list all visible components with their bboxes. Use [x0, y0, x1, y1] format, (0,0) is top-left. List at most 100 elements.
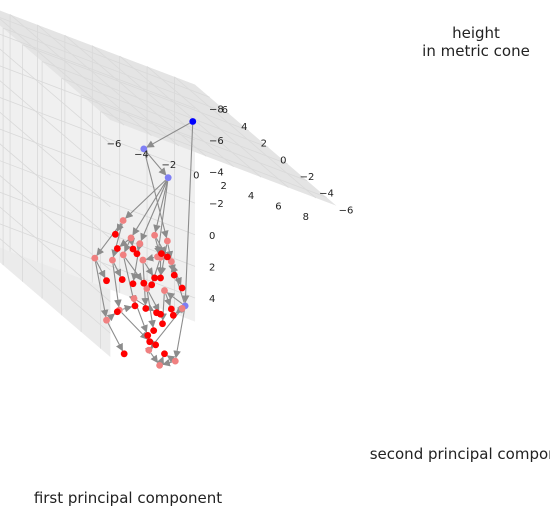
grid-left-z — [0, 111, 111, 208]
grid-floor-x — [37, 24, 180, 147]
edge-arrow — [125, 179, 167, 219]
y-tick-label: −2 — [300, 172, 315, 183]
grid-floor-x — [92, 45, 234, 168]
edge-arrow — [95, 260, 106, 279]
edge-arrow — [147, 291, 160, 312]
edge-arrow — [146, 291, 156, 328]
node-point-mid — [163, 237, 171, 245]
node-point-mid — [156, 362, 164, 369]
node-point-high — [164, 174, 172, 182]
edge-arrow — [166, 355, 176, 363]
node-point-mid — [109, 256, 116, 264]
z-tick-label: −6 — [209, 136, 224, 147]
grid-right-z — [0, 128, 196, 204]
edge-arrow — [153, 180, 168, 233]
node-point-mid — [136, 240, 144, 248]
edge-arrow — [116, 223, 124, 232]
grid-left-z — [0, 80, 111, 176]
edge-arrow — [144, 152, 169, 239]
grid-floor-x — [9, 14, 152, 136]
node-point-mid — [91, 254, 99, 262]
y-axis-title-line-1: second principal component — [370, 445, 550, 463]
edge-arrow — [127, 238, 135, 247]
y-tick-label: 2 — [261, 139, 267, 150]
edge-arrow — [123, 258, 137, 304]
z-tick-label: 2 — [209, 262, 215, 273]
y-tick-label: 0 — [280, 155, 286, 166]
edge-arrow — [155, 181, 169, 255]
edge-arrow — [181, 124, 194, 304]
x-tick-label: 8 — [303, 212, 309, 223]
node-point-low — [129, 245, 137, 253]
node-point-low — [146, 338, 154, 346]
node-point-mid — [171, 357, 179, 365]
node-point-low — [151, 274, 159, 282]
node-point-low — [170, 271, 178, 279]
node-point-low — [113, 308, 121, 316]
edge-arrow — [140, 180, 168, 242]
grid-left-z — [0, 143, 111, 239]
node-point-low — [178, 284, 186, 292]
node-point-low — [169, 311, 177, 319]
grid-right-z — [0, 97, 196, 172]
edge-arrow — [112, 263, 122, 308]
grid-floor-y — [80, 94, 308, 182]
node-point-mid — [151, 231, 159, 239]
x-tick-label: −2 — [161, 160, 176, 171]
node-point-low — [129, 280, 137, 288]
z-tick-label: −8 — [209, 104, 224, 115]
node-point-low — [131, 302, 139, 310]
node-point-low — [133, 250, 141, 258]
edge-arrow — [107, 323, 124, 352]
node-point-mid — [130, 295, 138, 302]
node-point-high — [140, 145, 148, 153]
y-tick-label: −6 — [339, 205, 354, 216]
grid-floor-x — [119, 55, 262, 178]
node-point-low — [157, 310, 164, 318]
edge-arrow — [168, 264, 176, 273]
grid-floor-x — [146, 66, 289, 188]
x-tick-label: −6 — [107, 139, 122, 150]
grid-right-z — [0, 223, 196, 299]
edge-arrow — [121, 312, 148, 340]
grid-right-z — [0, 33, 196, 109]
node-point-mid — [167, 258, 175, 265]
z-tick-label: −2 — [209, 199, 224, 210]
grid-floor-y — [41, 61, 269, 148]
y-tick-label: 4 — [241, 122, 247, 133]
edge-arrow — [156, 356, 164, 365]
node-point-low — [148, 281, 156, 289]
x-tick-label: −4 — [134, 150, 149, 161]
z-tick-label: 0 — [209, 231, 215, 242]
grid-left-z — [0, 238, 111, 334]
grid-left-z — [0, 48, 111, 144]
y-tick-label: −4 — [319, 189, 334, 200]
graph-nodes — [91, 118, 197, 369]
node-point-low — [158, 250, 165, 258]
grid-lines — [0, 14, 327, 349]
node-point-mid — [103, 316, 110, 324]
node-point-mid — [119, 251, 127, 259]
node-point-mid — [161, 287, 168, 294]
x-tick-label: 4 — [248, 191, 254, 202]
edge-arrow — [155, 237, 167, 255]
node-point-low — [157, 274, 164, 282]
x-axis-title: first principal component — [34, 489, 222, 507]
grid-right-z — [0, 160, 196, 236]
grid-floor-x — [0, 18, 125, 126]
edge-arrow — [113, 263, 122, 278]
edge-arrow — [146, 122, 190, 148]
grid-floor-x — [64, 34, 207, 157]
z-axis-title-line-1: height — [452, 24, 500, 42]
node-point-mid — [127, 234, 135, 242]
z-axis-title-line-2: in metric cone — [422, 42, 530, 60]
grid-floor-y — [22, 44, 249, 131]
edge-arrow — [132, 180, 167, 236]
edge-arrow — [162, 358, 173, 367]
grid-floor-x — [174, 76, 317, 199]
grid-left-z — [0, 175, 111, 271]
grid-floor-y — [0, 17, 210, 98]
grid-left-z — [0, 206, 111, 302]
node-point-top — [189, 118, 197, 125]
